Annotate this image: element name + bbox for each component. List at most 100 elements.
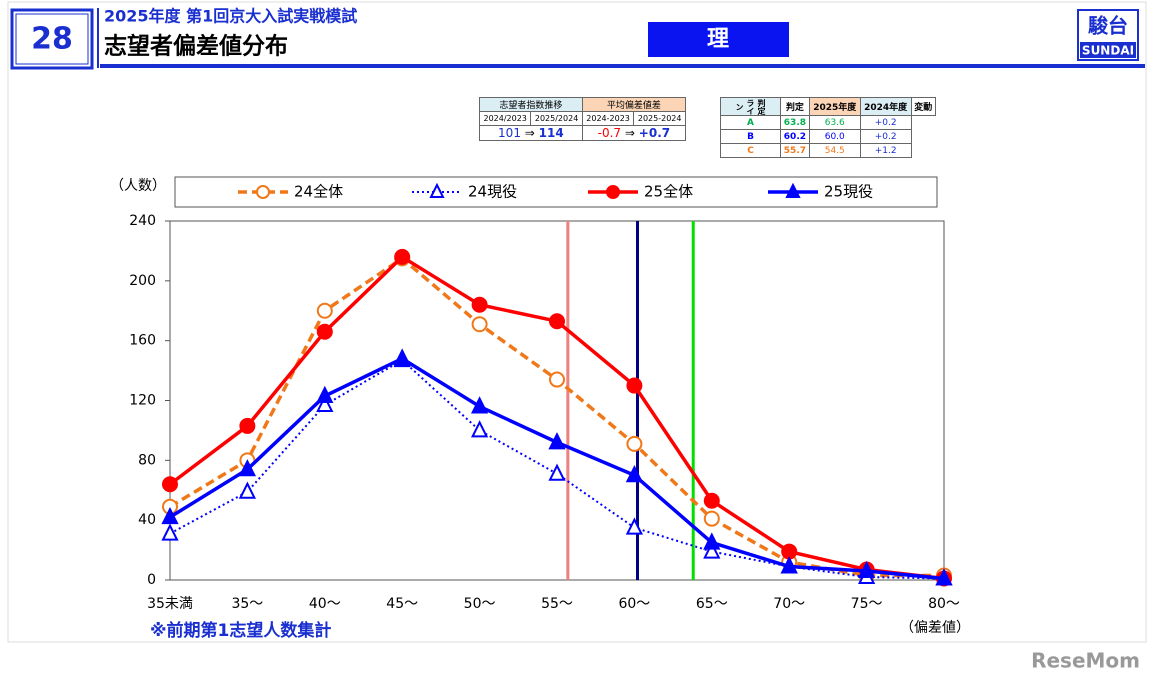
th: 判定 bbox=[780, 97, 810, 116]
marker bbox=[703, 492, 720, 509]
legend-label: 24現役 bbox=[468, 183, 517, 201]
title: 志望者偏差値分布 bbox=[104, 33, 288, 60]
row: A 63.8 63.6 +0.2 bbox=[720, 115, 936, 130]
y-tick-label: 120 bbox=[129, 393, 156, 409]
td: 2024/2023 bbox=[478, 111, 532, 126]
th: 2024年度 bbox=[859, 97, 912, 116]
logo-band bbox=[1080, 42, 1136, 58]
legend-marker bbox=[606, 185, 620, 199]
arrow: ⇒ bbox=[624, 126, 635, 140]
x-tick-label: 75〜 bbox=[851, 596, 883, 612]
arrow: ⇒ bbox=[524, 126, 535, 140]
legend-marker bbox=[256, 185, 270, 199]
logo-bottom: SUNDAI bbox=[1082, 44, 1134, 58]
marker bbox=[239, 417, 256, 434]
x-tick-label: 55〜 bbox=[541, 596, 573, 612]
td: A bbox=[720, 115, 781, 130]
th: 変動 bbox=[910, 97, 937, 116]
subject-box bbox=[648, 22, 789, 57]
td: +0.2 bbox=[859, 129, 912, 144]
slide-border bbox=[7, 1, 1147, 643]
td: 2025-2024 bbox=[633, 111, 686, 126]
marker bbox=[161, 506, 179, 525]
judgment-table: 判定ライン 判定 2025年度 2024年度 変動 A 63.8 63.6 +0.2 B 60.… bbox=[720, 97, 937, 158]
th: 2025年度 bbox=[808, 97, 861, 116]
row: C 55.7 54.5 +1.2 bbox=[720, 143, 936, 158]
y-tick-label: 160 bbox=[129, 333, 156, 349]
marker bbox=[470, 396, 489, 414]
y-tick-label: 0 bbox=[147, 572, 156, 588]
td: +0.2 bbox=[859, 115, 912, 130]
marker bbox=[316, 385, 334, 404]
number-box bbox=[10, 8, 94, 70]
legend-marker bbox=[429, 182, 445, 198]
td: +1.2 bbox=[859, 143, 912, 158]
td: -0.7 ⇒ +0.7 bbox=[581, 125, 687, 141]
subtitle: 2025年度 第1回京大入試実戦模試 bbox=[104, 7, 357, 26]
number-box-inner bbox=[15, 13, 89, 65]
logo-top: 駿台 bbox=[1088, 14, 1128, 38]
marker bbox=[162, 476, 178, 493]
marker bbox=[548, 463, 566, 481]
td: 101 ⇒ 114 bbox=[479, 125, 583, 141]
x-tick-label: 35〜 bbox=[231, 596, 263, 612]
y-tick-label: 240 bbox=[129, 213, 156, 229]
v: 101 bbox=[498, 126, 521, 140]
legend-label: 24全体 bbox=[294, 183, 343, 201]
td: C bbox=[720, 143, 781, 158]
slide-number: 28 bbox=[31, 22, 73, 57]
index-table: 志望者指数推移 平均偏差値差 2024/2023 2025/2024 2024-202… bbox=[478, 97, 687, 141]
marker bbox=[238, 459, 257, 477]
td: 2025/2024 bbox=[530, 111, 583, 126]
v: +0.7 bbox=[638, 126, 671, 140]
x-axis-label: （偏差値） bbox=[900, 620, 970, 636]
th: 平均偏差値差 bbox=[581, 97, 687, 112]
marker bbox=[857, 560, 876, 579]
marker bbox=[471, 316, 488, 333]
td: B bbox=[720, 129, 781, 144]
marker bbox=[394, 248, 411, 265]
x-tick-label: 50〜 bbox=[464, 596, 496, 612]
plot-area bbox=[169, 220, 945, 581]
x-tick-label: 80〜 bbox=[928, 596, 960, 612]
marker bbox=[780, 556, 798, 574]
marker bbox=[471, 296, 488, 313]
marker bbox=[316, 323, 333, 340]
marker bbox=[548, 432, 566, 450]
x-tick-label: 45〜 bbox=[386, 596, 418, 612]
y-axis-label: （人数） bbox=[110, 178, 166, 194]
x-tick-label: 60〜 bbox=[618, 596, 650, 612]
x-tick-label: 35未満 bbox=[147, 596, 193, 612]
x-tick-label: 70〜 bbox=[773, 596, 805, 612]
legend-label: 25全体 bbox=[644, 183, 693, 201]
legend-label: 25現役 bbox=[824, 183, 873, 201]
marker bbox=[549, 371, 565, 388]
marker bbox=[626, 435, 643, 452]
td: 2024-2023 bbox=[581, 111, 635, 126]
y-tick-label: 40 bbox=[138, 512, 156, 528]
marker bbox=[703, 541, 721, 559]
marker bbox=[238, 481, 257, 499]
td: 55.7 bbox=[780, 143, 810, 158]
marker bbox=[626, 377, 643, 394]
marker bbox=[470, 420, 489, 438]
td: 54.5 bbox=[808, 143, 861, 158]
y-tick-label: 200 bbox=[129, 273, 156, 289]
note: ※前期第1志望人数集計 bbox=[150, 620, 331, 641]
row: B 60.2 60.0 +0.2 bbox=[720, 129, 936, 144]
x-tick-label: 65〜 bbox=[696, 596, 728, 612]
td: 63.6 bbox=[808, 115, 861, 130]
marker bbox=[935, 568, 953, 586]
marker bbox=[393, 348, 411, 366]
marker bbox=[703, 510, 720, 527]
marker bbox=[549, 313, 565, 330]
th: 志望者指数推移 bbox=[479, 97, 583, 112]
v: 114 bbox=[538, 126, 564, 140]
marker bbox=[625, 465, 644, 483]
marker bbox=[625, 517, 644, 535]
y-tick-label: 80 bbox=[138, 452, 156, 468]
legend bbox=[174, 176, 938, 208]
marker bbox=[703, 532, 721, 550]
